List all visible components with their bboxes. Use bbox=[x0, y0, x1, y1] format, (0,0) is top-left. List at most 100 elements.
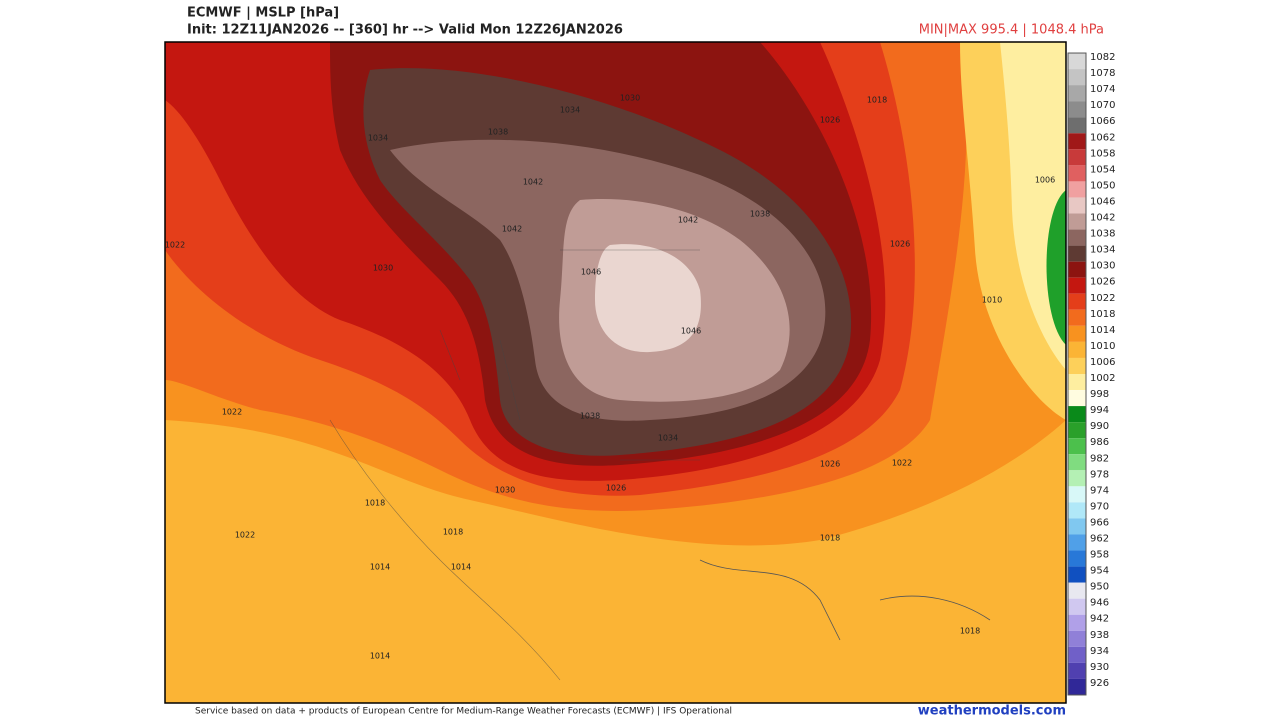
colorbar-swatch bbox=[1068, 85, 1086, 102]
colorbar-swatch bbox=[1068, 518, 1086, 535]
colorbar-swatch bbox=[1068, 582, 1086, 599]
contour-label: 1018 bbox=[443, 528, 463, 537]
colorbar-swatch bbox=[1068, 101, 1086, 118]
colorbar-label: 934 bbox=[1090, 646, 1109, 657]
contour-label: 1042 bbox=[678, 216, 698, 225]
colorbar-label: 1058 bbox=[1090, 148, 1115, 159]
colorbar-swatch bbox=[1068, 197, 1086, 214]
contour-label: 1018 bbox=[960, 627, 980, 636]
colorbar-swatch bbox=[1068, 309, 1086, 326]
contour-label: 1046 bbox=[681, 327, 701, 336]
colorbar-swatch bbox=[1068, 213, 1086, 230]
colorbar-label: 1066 bbox=[1090, 116, 1115, 127]
contour-label: 1038 bbox=[580, 412, 600, 421]
contour-label: 1042 bbox=[502, 225, 522, 234]
contour-label: 1022 bbox=[222, 408, 242, 417]
colorbar-swatch bbox=[1068, 678, 1086, 695]
colorbar-swatch bbox=[1068, 229, 1086, 246]
colorbar-label: 1050 bbox=[1090, 180, 1115, 191]
colorbar-swatch bbox=[1068, 566, 1086, 583]
colorbar-label: 930 bbox=[1090, 662, 1109, 673]
contour-label: 1010 bbox=[982, 296, 1002, 305]
colorbar-swatch bbox=[1068, 486, 1086, 503]
contour-label: 1022 bbox=[165, 241, 185, 250]
colorbar-label: 966 bbox=[1090, 517, 1109, 528]
colorbar-swatch bbox=[1068, 133, 1086, 150]
colorbar-label: 974 bbox=[1090, 485, 1109, 496]
init-line: Init: 12Z11JAN2026 -- [360] hr --> Valid… bbox=[187, 23, 623, 38]
colorbar-swatch bbox=[1068, 277, 1086, 294]
colorbar-frame bbox=[1067, 52, 1087, 696]
colorbar-label: 998 bbox=[1090, 389, 1109, 400]
contour-label: 1026 bbox=[820, 460, 840, 469]
contour-label: 1030 bbox=[495, 486, 515, 495]
colorbar-label: 950 bbox=[1090, 582, 1109, 593]
colorbar-label: 1062 bbox=[1090, 132, 1115, 143]
colorbar-label: 982 bbox=[1090, 453, 1109, 464]
site-link[interactable]: weathermodels.com bbox=[918, 704, 1066, 719]
colorbar-swatch bbox=[1068, 293, 1086, 310]
contour-label: 1030 bbox=[620, 94, 640, 103]
credit: Service based on data + products of Euro… bbox=[195, 707, 732, 717]
colorbar-label: 970 bbox=[1090, 501, 1109, 512]
colorbar-label: 1034 bbox=[1090, 245, 1115, 256]
colorbar-label: 994 bbox=[1090, 405, 1109, 416]
colorbar-label: 1002 bbox=[1090, 373, 1115, 384]
colorbar-label: 1026 bbox=[1090, 277, 1115, 288]
colorbar-swatch bbox=[1068, 438, 1086, 455]
title: ECMWF | MSLP [hPa] bbox=[187, 6, 339, 21]
contour-label: 1038 bbox=[488, 128, 508, 137]
colorbar-label: 1038 bbox=[1090, 229, 1115, 240]
contour-label: 1018 bbox=[365, 499, 385, 508]
contour-label: 1014 bbox=[451, 563, 471, 572]
colorbar-swatch bbox=[1068, 406, 1086, 423]
contour-label: 1014 bbox=[370, 563, 390, 572]
contour-label: 1034 bbox=[368, 134, 388, 143]
colorbar-swatch bbox=[1068, 646, 1086, 663]
colorbar-label: 986 bbox=[1090, 437, 1109, 448]
map-frame bbox=[164, 41, 1067, 704]
colorbar-swatch bbox=[1068, 69, 1086, 86]
colorbar-swatch bbox=[1068, 534, 1086, 551]
colorbar-label: 946 bbox=[1090, 598, 1109, 609]
contour-label: 1022 bbox=[892, 459, 912, 468]
colorbar-label: 1022 bbox=[1090, 293, 1115, 304]
contour-label: 1042 bbox=[523, 178, 543, 187]
colorbar-swatch bbox=[1068, 181, 1086, 198]
colorbar-swatch bbox=[1068, 149, 1086, 166]
colorbar-label: 1010 bbox=[1090, 341, 1115, 352]
contour-label: 1026 bbox=[890, 240, 910, 249]
contour-label: 1046 bbox=[581, 268, 601, 277]
colorbar-swatch bbox=[1068, 245, 1086, 262]
colorbar-swatch bbox=[1068, 550, 1086, 567]
colorbar-swatch bbox=[1068, 341, 1086, 358]
contour-label: 1018 bbox=[820, 534, 840, 543]
colorbar-swatch bbox=[1068, 470, 1086, 487]
colorbar-swatch bbox=[1068, 165, 1086, 182]
colorbar-swatch bbox=[1068, 261, 1086, 278]
colorbar-swatch bbox=[1068, 614, 1086, 631]
contour-label: 1038 bbox=[750, 210, 770, 219]
colorbar-label: 942 bbox=[1090, 614, 1109, 625]
contour-label: 1026 bbox=[820, 116, 840, 125]
contour-label: 1018 bbox=[867, 96, 887, 105]
colorbar-swatch bbox=[1068, 422, 1086, 439]
colorbar-label: 1006 bbox=[1090, 357, 1115, 368]
contour-label: 1006 bbox=[1035, 176, 1055, 185]
colorbar-swatch bbox=[1068, 117, 1086, 134]
contour-label: 1026 bbox=[606, 484, 626, 493]
colorbar-swatch bbox=[1068, 357, 1086, 374]
colorbar-swatch bbox=[1068, 53, 1086, 70]
colorbar-label: 926 bbox=[1090, 678, 1109, 689]
colorbar-swatch bbox=[1068, 390, 1086, 407]
colorbar-swatch bbox=[1068, 502, 1086, 519]
contour-labels: 1034 1038 1042 1042 1046 1046 1042 1038 1034 1034… bbox=[165, 94, 1055, 661]
colorbar-label: 1078 bbox=[1090, 68, 1115, 79]
contour-label: 1034 bbox=[658, 434, 678, 443]
colorbar-swatch bbox=[1068, 598, 1086, 615]
colorbar-label: 990 bbox=[1090, 421, 1109, 432]
colorbar-label: 1014 bbox=[1090, 325, 1115, 336]
map bbox=[165, 42, 1066, 703]
colorbar-label: 1042 bbox=[1090, 213, 1115, 224]
